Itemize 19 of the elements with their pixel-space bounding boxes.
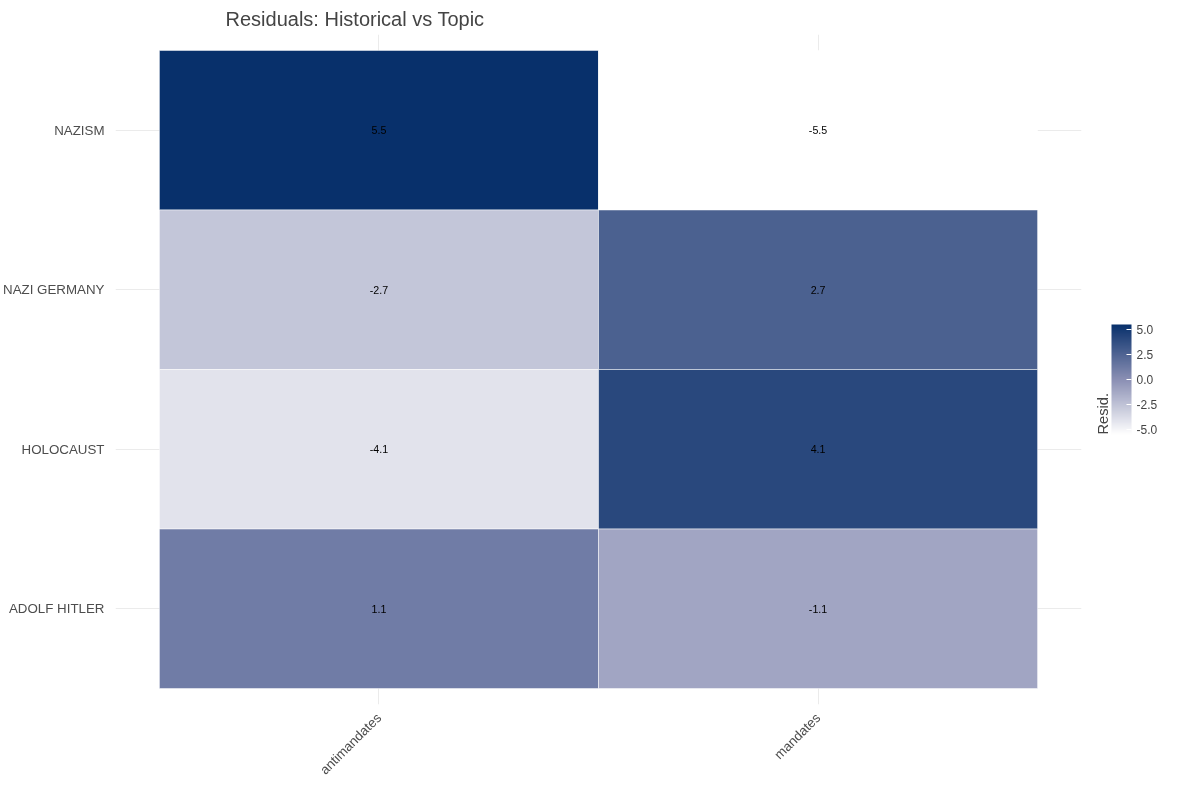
data-label: -2.7 xyxy=(369,283,389,296)
color-bar-label: -2.5 xyxy=(1136,398,1158,412)
color-bar-label: 0.0 xyxy=(1136,373,1154,387)
data-label: -4.1 xyxy=(369,443,389,456)
y-tick-label: NAZISM xyxy=(54,122,105,138)
color-bar-label: 2.5 xyxy=(1136,348,1154,362)
y-tick-label: ADOLF HITLER xyxy=(8,601,105,617)
data-label: -1.1 xyxy=(808,602,828,615)
color-bar-label: -5.0 xyxy=(1136,423,1158,437)
data-label: 5.5 xyxy=(371,124,387,137)
color-bar-title: Resid. xyxy=(1094,392,1111,435)
y-tick-label: NAZI GERMANY xyxy=(3,282,105,298)
chart-title: Residuals: Historical vs Topic xyxy=(225,7,485,30)
y-tick-label: HOLOCAUST xyxy=(21,441,105,457)
data-label: -5.5 xyxy=(808,124,828,137)
data-label: 4.1 xyxy=(810,443,826,456)
data-label: 1.1 xyxy=(371,602,387,615)
data-label: 2.7 xyxy=(810,283,826,296)
color-bar-label: 5.0 xyxy=(1136,323,1154,337)
